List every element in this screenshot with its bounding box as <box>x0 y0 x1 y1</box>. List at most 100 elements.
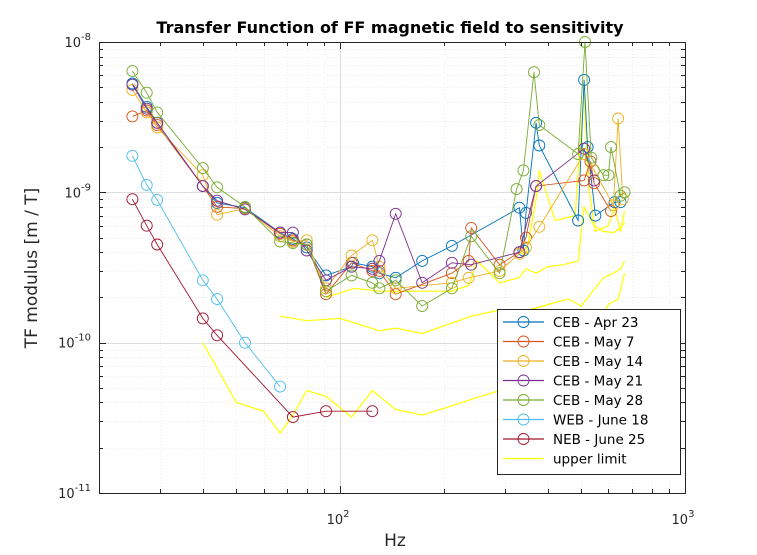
data-point <box>126 193 139 206</box>
data-point <box>493 258 506 271</box>
y-axis-label: TF modulus [m / T] <box>22 188 42 350</box>
data-point <box>140 178 153 191</box>
data-point <box>572 214 585 227</box>
data-point <box>320 285 332 298</box>
data-point <box>211 194 224 207</box>
data-point <box>445 282 458 295</box>
data-point <box>462 271 475 284</box>
data-point <box>416 254 429 267</box>
y-tick-label: 10-11 <box>58 483 91 502</box>
data-point <box>462 254 475 267</box>
chart-title: Transfer Function of FF magnetic field t… <box>156 18 624 37</box>
data-point <box>126 78 139 91</box>
legend-entry-label: CEB - Apr 23 <box>553 315 639 331</box>
data-point <box>445 239 458 252</box>
data-point <box>530 180 543 193</box>
data-point <box>530 116 543 129</box>
series-line <box>131 155 281 387</box>
data-point <box>274 235 287 248</box>
data-point <box>126 110 139 123</box>
data-point <box>151 193 164 206</box>
data-point <box>513 246 526 259</box>
data-point <box>416 300 429 313</box>
axis-ticks: 102 103 10-11 10-10 10-9 10-8 <box>58 32 694 528</box>
data-point <box>286 237 299 249</box>
legend-entry-label: NEB - June 25 <box>553 432 645 448</box>
data-point <box>493 267 506 280</box>
data-point <box>585 151 598 164</box>
data-point <box>612 112 625 125</box>
legend-swatch-marker <box>517 316 530 328</box>
data-point <box>140 219 153 232</box>
data-point <box>345 269 358 282</box>
legend: CEB - Apr 23 CEB - May 7 CEB - May 14 CEB -… <box>497 309 681 475</box>
data-point <box>605 141 617 154</box>
data-point <box>366 405 379 418</box>
data-point <box>465 258 478 271</box>
data-point <box>584 155 597 168</box>
series-neb-june-25 <box>126 193 379 424</box>
data-point <box>578 73 591 86</box>
data-point <box>366 234 379 247</box>
data-point <box>614 189 627 202</box>
x-tick-label: 102 <box>327 509 350 528</box>
legend-box <box>497 309 681 475</box>
data-point <box>274 226 287 239</box>
data-point <box>239 336 251 349</box>
data-point <box>493 264 506 277</box>
x-axis-label: Hz <box>384 531 406 551</box>
data-point <box>126 65 139 78</box>
data-point <box>528 66 540 79</box>
data-point <box>211 329 224 342</box>
data-point <box>196 162 209 175</box>
y-tick-label: 10-9 <box>64 182 91 201</box>
data-point <box>140 102 153 115</box>
series-web-june-18 <box>126 149 287 393</box>
data-point <box>602 169 615 182</box>
data-point <box>465 230 478 243</box>
legend-swatch-marker <box>517 374 530 387</box>
legend-swatch-marker <box>517 433 530 445</box>
series-line <box>325 204 626 298</box>
data-point <box>597 169 610 182</box>
data-point <box>366 262 379 275</box>
data-point <box>605 205 617 218</box>
data-point <box>286 411 299 424</box>
legend-entry-label: CEB - May 14 <box>553 354 643 370</box>
legend-entry-label: upper limit <box>553 452 627 468</box>
data-point <box>151 238 164 251</box>
data-series <box>126 36 631 435</box>
series-ceb-may-28 <box>126 36 631 313</box>
data-point <box>345 260 358 273</box>
data-point <box>151 121 164 134</box>
legend-swatch-marker <box>517 355 530 367</box>
data-point <box>533 220 546 233</box>
data-point <box>517 164 530 177</box>
data-point <box>520 206 532 219</box>
data-point <box>389 271 402 284</box>
legend-swatch-marker <box>517 413 530 426</box>
data-point <box>211 181 224 194</box>
data-point <box>300 241 313 254</box>
data-point <box>126 149 139 162</box>
legend-swatch-marker <box>517 335 530 348</box>
legend-entry-label: CEB - May 21 <box>553 374 643 390</box>
data-point <box>373 267 386 280</box>
data-point <box>389 282 402 295</box>
data-point <box>588 177 601 190</box>
data-point <box>300 238 313 251</box>
data-point <box>151 106 164 119</box>
data-point <box>373 254 386 267</box>
data-point <box>607 199 620 212</box>
plot-frame <box>99 42 686 494</box>
data-point <box>618 186 631 199</box>
data-point <box>286 226 299 239</box>
data-point <box>151 116 164 129</box>
data-point <box>239 200 251 213</box>
data-point <box>126 83 139 96</box>
data-point <box>588 174 601 187</box>
data-point <box>196 312 209 325</box>
legend-swatch-marker <box>517 394 530 406</box>
data-point <box>196 180 209 193</box>
